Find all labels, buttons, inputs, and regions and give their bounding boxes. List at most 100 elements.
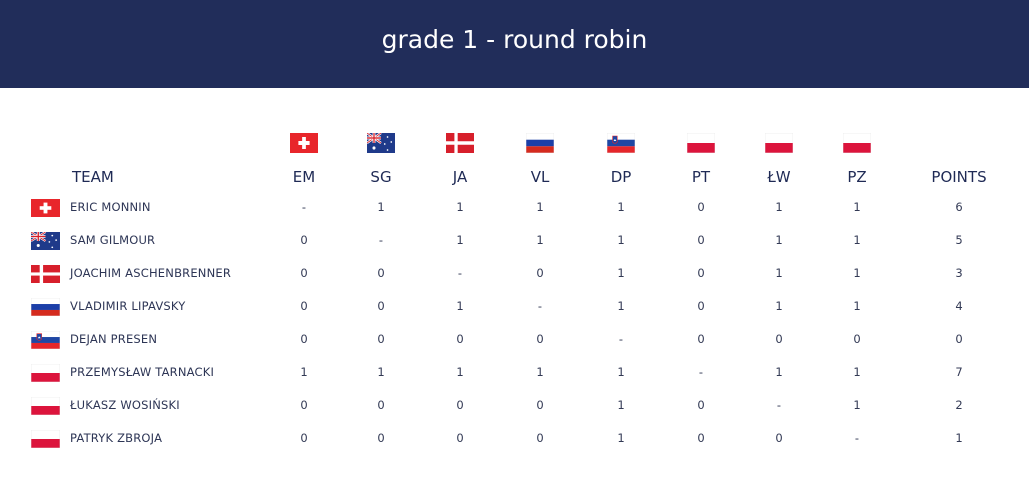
result-cell: 0 [697, 431, 705, 445]
result-cell: 1 [617, 266, 625, 280]
australia-flag-icon [367, 133, 395, 153]
result-cell: - [854, 431, 860, 445]
table-row: PRZEMYSŁAW TARNACKI 1 1 1 1 1 - 1 1 7 [0, 364, 1029, 397]
points-cell: 1 [955, 431, 963, 445]
result-cell: 1 [853, 200, 861, 214]
column-header: EM [292, 168, 316, 186]
result-cell: 0 [456, 332, 464, 346]
result-cell: - [618, 332, 624, 346]
result-cell: 0 [775, 332, 783, 346]
denmark-flag-icon [446, 133, 474, 153]
result-cell: 0 [300, 266, 308, 280]
result-cell: 1 [617, 233, 625, 247]
poland-flag-icon [843, 133, 871, 153]
points-cell: 0 [955, 332, 963, 346]
result-cell: 0 [456, 398, 464, 412]
result-cell: - [378, 233, 384, 247]
points-cell: 3 [955, 266, 963, 280]
result-cell: 1 [456, 299, 464, 313]
team-name: VLADIMIR LIPAVSKY [70, 299, 186, 313]
table-row: SAM GILMOUR 0 - 1 1 1 0 1 1 5 [0, 232, 1029, 265]
result-cell: 0 [697, 398, 705, 412]
team-name: DEJAN PRESEN [70, 332, 158, 346]
column-header: PZ [847, 168, 867, 186]
page-title: grade 1 - round robin [381, 25, 648, 54]
result-cell: 1 [853, 266, 861, 280]
poland-flag-icon [765, 133, 793, 153]
result-cell: 0 [536, 431, 544, 445]
result-cell: 0 [536, 398, 544, 412]
team-name: PRZEMYSŁAW TARNACKI [70, 365, 215, 379]
result-cell: 0 [853, 332, 861, 346]
result-cell: 0 [300, 299, 308, 313]
team-name: JOACHIM ASCHENBRENNER [70, 266, 232, 280]
result-cell: 0 [697, 200, 705, 214]
result-cell: 1 [377, 200, 385, 214]
result-cell: 0 [697, 332, 705, 346]
result-cell: 1 [536, 233, 544, 247]
result-cell: - [301, 200, 307, 214]
result-cell: 0 [300, 398, 308, 412]
result-cell: 0 [456, 431, 464, 445]
column-header: DP [610, 168, 632, 186]
column-header: ŁW [767, 168, 791, 186]
points-cell: 4 [955, 299, 963, 313]
result-cell: 1 [775, 365, 783, 379]
result-cell: 0 [377, 431, 385, 445]
table-row: JOACHIM ASCHENBRENNER 0 0 - 0 1 0 1 1 3 [0, 265, 1029, 298]
result-cell: - [776, 398, 782, 412]
switzerland-flag-icon [290, 133, 318, 153]
result-cell: - [457, 266, 463, 280]
poland-flag-icon [687, 133, 715, 153]
result-cell: 0 [377, 299, 385, 313]
result-cell: 1 [853, 365, 861, 379]
poland-flag-icon [31, 397, 60, 415]
poland-flag-icon [31, 364, 60, 382]
result-cell: 1 [775, 200, 783, 214]
result-cell: 1 [536, 365, 544, 379]
result-cell: 0 [300, 332, 308, 346]
result-cell: 1 [617, 431, 625, 445]
result-cell: 1 [853, 299, 861, 313]
result-cell: 1 [456, 200, 464, 214]
result-cell: 1 [775, 233, 783, 247]
result-cell: 1 [775, 266, 783, 280]
result-cell: 1 [300, 365, 308, 379]
russia-flag-icon [31, 298, 60, 316]
australia-flag-icon [31, 232, 60, 250]
result-cell: 0 [377, 398, 385, 412]
table-row: ERIC MONNIN - 1 1 1 1 0 1 1 6 [0, 199, 1029, 232]
result-cell: 0 [300, 431, 308, 445]
points-column-header: POINTS [931, 168, 987, 186]
russia-flag-icon [526, 133, 554, 153]
result-cell: 1 [456, 365, 464, 379]
result-cell: 1 [775, 299, 783, 313]
column-header: JA [452, 168, 468, 186]
points-cell: 2 [955, 398, 963, 412]
column-header: VL [530, 168, 550, 186]
table-row: PATRYK ZBROJA 0 0 0 0 1 0 0 - 1 [0, 430, 1029, 463]
result-cell: 0 [300, 233, 308, 247]
table-row: VLADIMIR LIPAVSKY 0 0 1 - 1 0 1 1 4 [0, 298, 1029, 331]
switzerland-flag-icon [31, 199, 60, 217]
denmark-flag-icon [31, 265, 60, 283]
result-cell: 1 [617, 398, 625, 412]
result-cell: 1 [617, 200, 625, 214]
result-cell: 0 [536, 332, 544, 346]
result-cell: - [537, 299, 543, 313]
slovenia-flag-icon [607, 133, 635, 153]
slovenia-flag-icon [31, 331, 60, 349]
table-row: ŁUKASZ WOSIŃSKI 0 0 0 0 1 0 - 1 2 [0, 397, 1029, 430]
result-cell: 0 [377, 266, 385, 280]
result-cell: 0 [775, 431, 783, 445]
result-cell: 0 [377, 332, 385, 346]
result-cell: - [698, 365, 704, 379]
result-cell: 1 [853, 233, 861, 247]
result-cell: 0 [697, 299, 705, 313]
column-header: PT [691, 168, 711, 186]
team-name: SAM GILMOUR [70, 233, 156, 247]
result-cell: 1 [617, 365, 625, 379]
result-cell: 0 [536, 266, 544, 280]
result-cell: 1 [377, 365, 385, 379]
result-cell: 0 [697, 233, 705, 247]
